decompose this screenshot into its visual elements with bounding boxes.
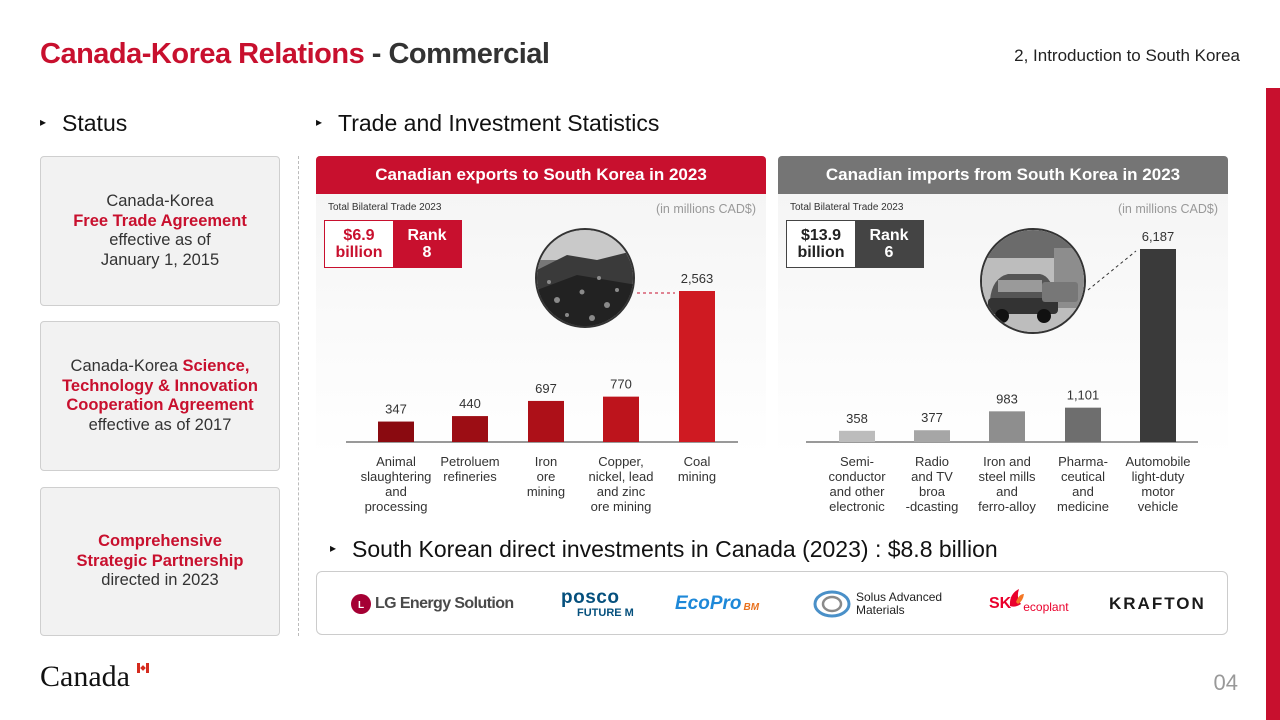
chart-0-bar-2: [528, 400, 564, 442]
lg-circle-icon: L: [351, 594, 371, 614]
solus-swirl-icon: [813, 590, 851, 618]
investment-heading: ▸ South Korean direct investments in Cana…: [330, 536, 998, 563]
posco-logo-text: posco: [561, 587, 620, 608]
exports-panel-title: Canadian exports to South Korea in 2023: [316, 156, 766, 194]
chart-0-bar-1: [452, 416, 488, 442]
chart-1-value-label-0: 358: [846, 411, 868, 426]
chart-1-category-label-3: Pharma-ceutical and medicine: [1056, 454, 1110, 514]
car-assembly-photo: [980, 228, 1086, 334]
imports-unit: (in millions CAD$): [1117, 202, 1218, 216]
sk-logo: SK ecoplant: [989, 572, 1069, 636]
exports-rank: Rank 8: [393, 221, 461, 267]
chart-0-category-label-4: Coal mining: [677, 454, 717, 484]
csp-line-2: Strategic Partnership: [76, 551, 244, 570]
sk-ecoplant-text: ecoplant: [1023, 600, 1069, 614]
chart-1-value-label-2: 983: [996, 391, 1018, 406]
chart-0-bar-4: [679, 291, 715, 442]
chart-1-photo-leader-line: [1087, 250, 1137, 291]
csp-line-1: Comprehensive: [98, 532, 222, 551]
bullet-triangle-icon: ▸: [316, 114, 323, 129]
chart-0-category-label-2: Iron ore mining: [526, 454, 566, 499]
accent-side-bar: [1266, 88, 1280, 720]
status-box-csp: Comprehensive Strategic Partnership dire…: [40, 487, 280, 636]
trade-heading: ▸ Trade and Investment Statistics: [316, 110, 659, 137]
chart-1-category-label-2: Iron and steel mills and ferro-alloy: [978, 454, 1036, 514]
exports-unit: (in millions CAD$): [655, 202, 756, 216]
title-red-part: Canada-Korea Relations: [40, 38, 365, 70]
bullet-triangle-icon: ▸: [40, 114, 47, 129]
sti-line-3: Cooperation Agreement: [66, 396, 254, 414]
sk-logo-text: SK: [989, 595, 1012, 612]
trade-heading-text: Trade and Investment Statistics: [338, 110, 660, 136]
ecopro-bm-text: BM: [743, 601, 760, 613]
chart-1-bar-0: [839, 430, 875, 442]
status-box-fta: Canada-Korea Free Trade Agreement effect…: [40, 156, 280, 306]
chart-0-category-label-0: Animal slaughtering and processing: [360, 454, 432, 514]
chart-0-value-label-2: 697: [535, 381, 557, 396]
chart-0-value-label-1: 440: [459, 396, 481, 411]
chart-1-value-label-1: 377: [921, 410, 943, 425]
ecopro-logo: EcoPro BM: [675, 572, 759, 636]
svg-text:L: L: [358, 600, 364, 611]
chart-1-bar-3: [1065, 407, 1101, 442]
chart-0-value-label-3: 770: [610, 377, 632, 392]
exports-total-value: $6.9 billion: [325, 221, 393, 267]
lg-logo: L LG Energy Solution: [351, 572, 514, 636]
chart-1-value-label-3: 1,101: [1067, 388, 1100, 403]
lg-logo-text: LG Energy Solution: [375, 595, 514, 612]
canada-flag-icon: [137, 663, 149, 673]
imports-total-label: Total Bilateral Trade 2023: [790, 202, 904, 213]
chart-1-bar-4: [1140, 249, 1176, 442]
solus-logo: Solus Advanced Materials: [813, 572, 942, 636]
fta-line-1: Canada-Korea: [106, 192, 214, 210]
posco-future-m-text: FUTURE M: [577, 607, 634, 619]
sti-line-1: Canada-Korea Science,: [70, 357, 250, 375]
chart-1-value-label-4: 6,187: [1142, 229, 1175, 244]
chart-1-category-label-4: Automobile light-duty motor vehicle: [1125, 454, 1191, 514]
canada-wordmark: Canada: [40, 660, 130, 693]
ecopro-logo-text: EcoPro: [675, 593, 742, 614]
investment-heading-text: South Korean direct investments in Canad…: [352, 536, 998, 562]
imports-total-badge: $13.9 billion Rank 6: [786, 220, 924, 268]
csp-line-3: directed in 2023: [101, 571, 219, 590]
page-title: Canada-Korea Relations - Commercial: [40, 38, 550, 71]
sti-line-4: effective as of 2017: [88, 415, 232, 434]
car-assembly-graphic: [982, 230, 1084, 332]
chart-0-bar-0: [378, 421, 414, 442]
status-heading: ▸ Status: [40, 110, 127, 137]
imports-rank: Rank 6: [855, 221, 923, 267]
imports-panel-title: Canadian imports from South Korea in 202…: [778, 156, 1228, 194]
krafton-logo: KRAFTON: [1109, 572, 1206, 636]
chart-0-value-label-4: 2,563: [681, 271, 714, 286]
chart-0-category-label-3: Copper, nickel, lead and zinc ore mining: [588, 454, 654, 514]
fta-line-3: effective as of: [109, 231, 211, 249]
exports-total-label: Total Bilateral Trade 2023: [328, 202, 442, 213]
title-dark-part: - Commercial: [371, 38, 550, 70]
fta-line-4: January 1, 2015: [100, 250, 220, 269]
bullet-triangle-icon: ▸: [330, 540, 337, 555]
chart-1-bar-1: [914, 430, 950, 442]
imports-total-value: $13.9 billion: [787, 221, 855, 267]
solus-logo-text: Solus Advanced Materials: [856, 590, 943, 617]
section-reference: 2, Introduction to South Korea: [1014, 46, 1240, 65]
chart-1-category-label-0: Semi-conductor and other electronic: [828, 454, 886, 514]
chart-0-category-label-1: Petroluem refineries: [440, 454, 500, 484]
fta-line-2: Free Trade Agreement: [73, 211, 247, 230]
chart-0-bar-3: [603, 396, 639, 442]
exports-total-badge: $6.9 billion Rank 8: [324, 220, 462, 268]
chart-1-bar-2: [989, 411, 1025, 442]
posco-logo: posco FUTURE M: [561, 572, 634, 636]
column-divider: [298, 156, 299, 636]
chart-1-category-label-1: Radio and TV broa -dcasting: [905, 454, 959, 514]
sti-line-2: Technology & Innovation: [62, 376, 258, 395]
investment-logos-box: L LG Energy Solution posco FUTURE M EcoP…: [316, 571, 1228, 635]
status-heading-text: Status: [62, 110, 128, 136]
sk-butterfly-icon: [1010, 589, 1025, 607]
krafton-logo-text: KRAFTON: [1109, 594, 1206, 613]
page-number: 04: [1213, 670, 1238, 695]
status-box-sti: Canada-Korea Science, Technology & Innov…: [40, 321, 280, 471]
chart-0-value-label-0: 347: [385, 402, 407, 417]
